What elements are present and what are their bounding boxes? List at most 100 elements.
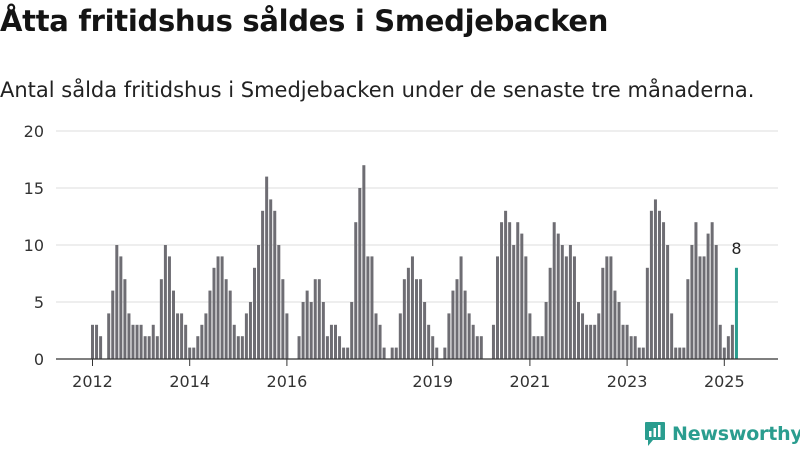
bar (354, 222, 358, 359)
bar (674, 347, 678, 359)
bar (662, 222, 666, 359)
bar-chart: 0 5 10 15 20 8 2012 2014 2016 2019 2021 2023 2025 (24, 122, 778, 391)
bar (91, 324, 94, 359)
bar (491, 324, 495, 359)
bar (548, 267, 552, 359)
bar (232, 324, 236, 359)
bar (512, 245, 516, 359)
bar (710, 222, 714, 359)
bar (419, 279, 423, 359)
chart-subtitle: Antal sålda fritidshus i Smedjebacken un… (0, 78, 755, 102)
bar (390, 347, 394, 359)
bar (192, 347, 196, 359)
bar (666, 245, 670, 359)
bar (127, 313, 131, 359)
bar (504, 210, 508, 359)
bar (451, 290, 455, 359)
bar (516, 222, 520, 359)
bar (560, 245, 564, 359)
bar (479, 336, 483, 359)
bar (528, 313, 532, 359)
bar (577, 302, 580, 359)
x-tick-label: 2019 (412, 372, 453, 391)
bar (334, 324, 337, 359)
bar (99, 336, 103, 359)
bar (155, 336, 159, 359)
bar (95, 324, 99, 359)
newsworthy-logo-text: Newsworthy (672, 423, 800, 445)
bar (301, 302, 305, 359)
bar (520, 233, 524, 359)
bar (500, 222, 504, 359)
bar (163, 245, 167, 359)
bar (273, 210, 277, 359)
bar (358, 188, 362, 359)
bar (690, 245, 694, 359)
x-tick-label: 2023 (607, 372, 648, 391)
bar (459, 256, 463, 359)
bar (637, 347, 641, 359)
bar (524, 256, 528, 359)
bar (277, 245, 281, 359)
bar (645, 267, 649, 359)
y-tick-label: 20 (24, 122, 44, 141)
x-tick-label: 2012 (72, 372, 113, 391)
bar (678, 347, 682, 359)
bar (686, 279, 690, 359)
y-tick-label: 5 (34, 293, 44, 312)
bar (508, 222, 512, 359)
bar (111, 290, 115, 359)
bar (244, 313, 248, 359)
bar (172, 290, 175, 359)
bar (366, 256, 370, 359)
bar (730, 324, 734, 359)
x-tick-label: 2016 (267, 372, 308, 391)
bar (398, 313, 402, 359)
bar (589, 324, 593, 359)
newsworthy-logo-icon (645, 422, 665, 446)
bar (123, 279, 127, 359)
bar (544, 302, 548, 359)
bar (350, 302, 354, 359)
bar (496, 256, 499, 359)
bar (313, 279, 317, 359)
bar (471, 324, 475, 359)
bar (467, 313, 471, 359)
bar (370, 256, 374, 359)
bar (536, 336, 540, 359)
bar (625, 324, 629, 359)
bar (734, 267, 738, 359)
bar (613, 290, 617, 359)
bar (415, 279, 418, 359)
bar (682, 347, 686, 359)
bar (463, 290, 467, 359)
bar (581, 313, 585, 359)
bar (135, 324, 139, 359)
bar (236, 336, 240, 359)
bar (151, 324, 155, 359)
bar (204, 313, 208, 359)
bar (605, 256, 609, 359)
bar (540, 336, 544, 359)
bar (180, 313, 184, 359)
bar (402, 279, 406, 359)
bar (261, 210, 265, 359)
bar (633, 336, 637, 359)
bar (200, 324, 204, 359)
bar (410, 256, 414, 359)
bar (601, 267, 605, 359)
bar (321, 302, 325, 359)
bar (714, 245, 718, 359)
bar (649, 210, 653, 359)
bar (147, 336, 151, 359)
bar (143, 336, 147, 359)
bar (609, 256, 613, 359)
bar (297, 336, 301, 359)
bar (216, 256, 220, 359)
bar (188, 347, 192, 359)
bar (382, 347, 386, 359)
bar (248, 302, 252, 359)
bar (285, 313, 289, 359)
bar (653, 199, 657, 359)
bar (220, 256, 224, 359)
